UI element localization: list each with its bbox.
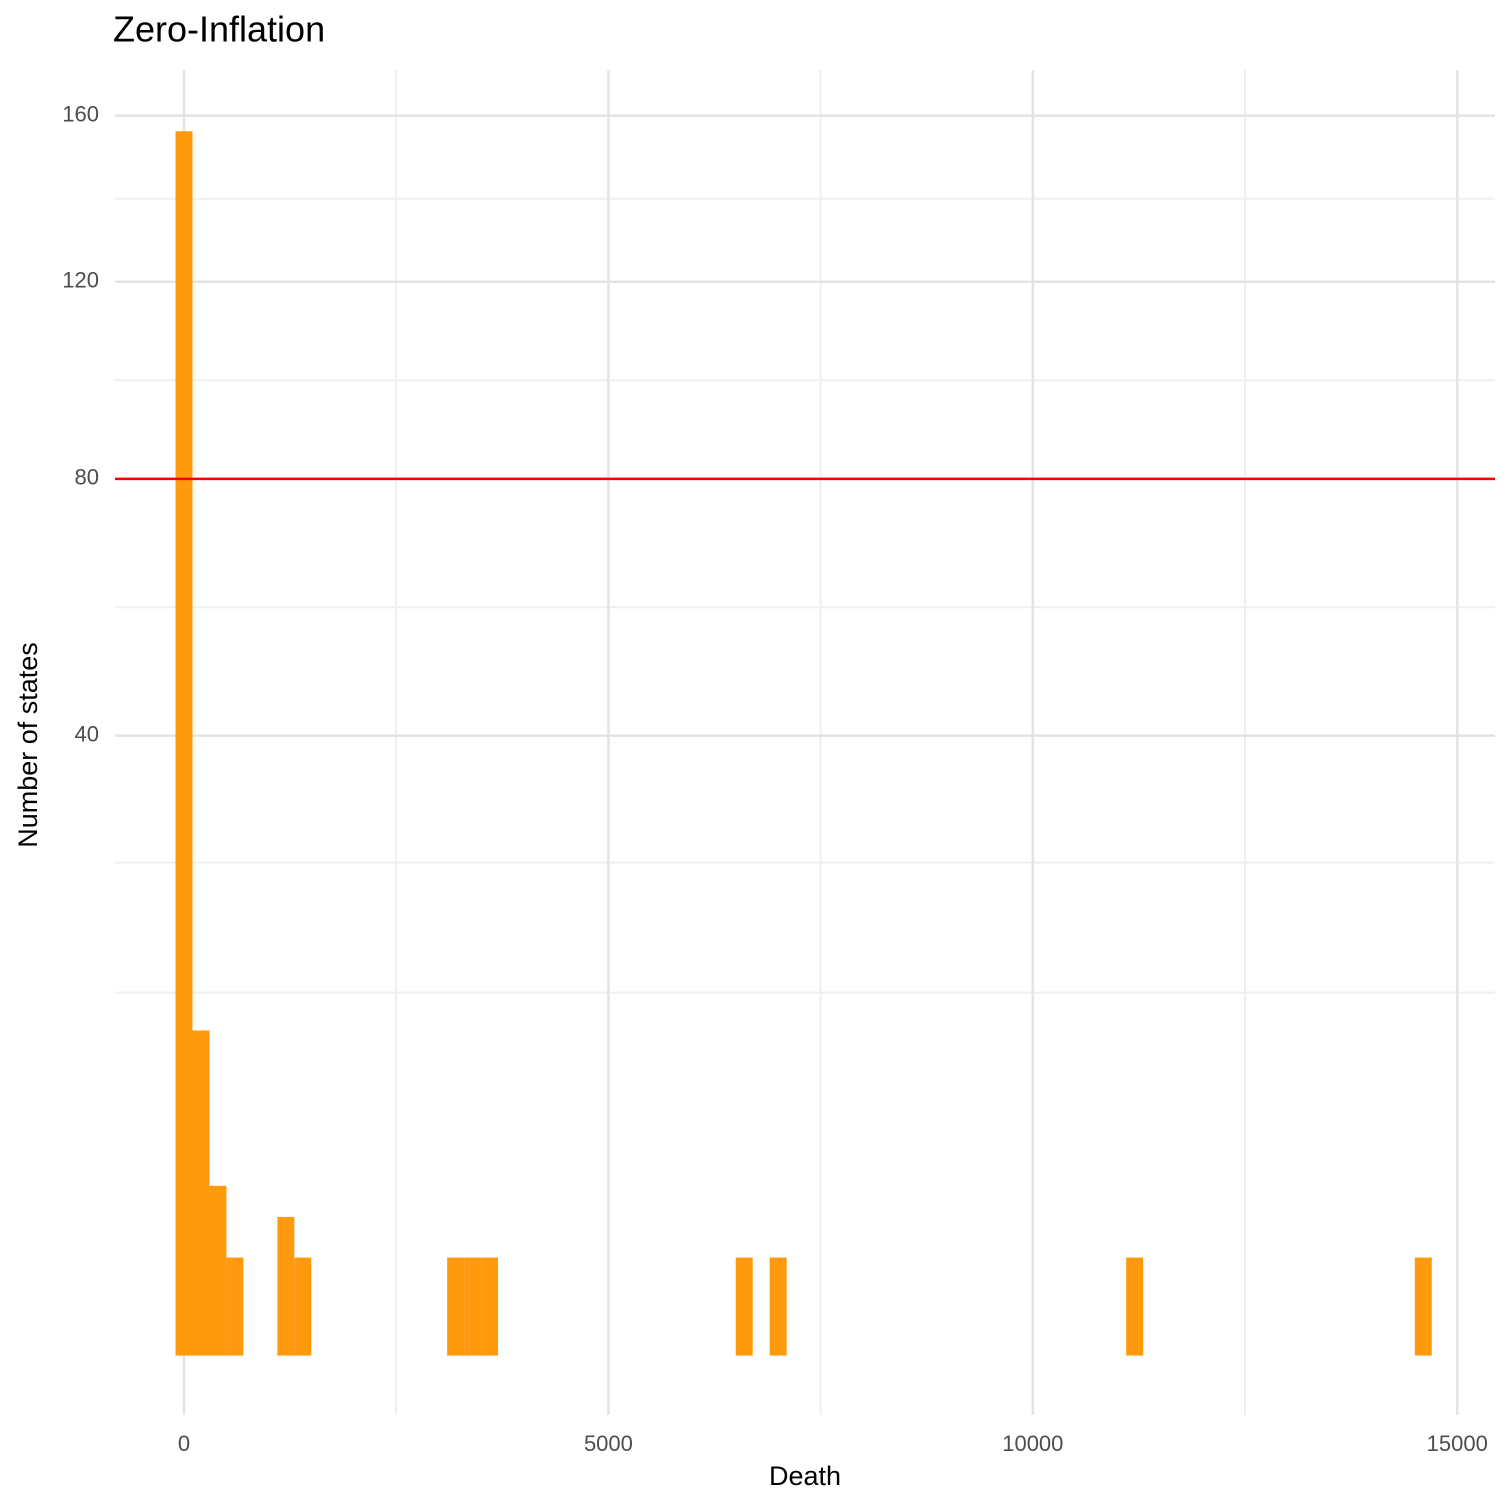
x-tick-label: 15000 [1427,1431,1488,1456]
bar [1126,1257,1144,1356]
bar [481,1257,499,1356]
bar [464,1257,482,1356]
bar [294,1257,312,1356]
bar [226,1257,244,1356]
y-tick-label: 120 [62,268,99,293]
bar [769,1257,787,1356]
bar [447,1257,465,1356]
x-tick-label: 5000 [584,1431,633,1456]
bar [209,1185,227,1356]
y-axis-title: Number of states [13,642,43,848]
y-tick-label: 80 [75,465,99,490]
bar [735,1257,753,1356]
bar [192,1030,210,1356]
x-axis-title: Death [769,1461,841,1491]
bar [175,131,193,1356]
y-tick-label: 40 [75,721,99,746]
chart-title: Zero-Inflation [113,9,325,50]
x-tick-label: 10000 [1002,1431,1063,1456]
y-tick-label: 160 [62,101,99,126]
bar [1414,1257,1432,1356]
bar [277,1216,295,1356]
x-tick-label: 0 [178,1431,190,1456]
